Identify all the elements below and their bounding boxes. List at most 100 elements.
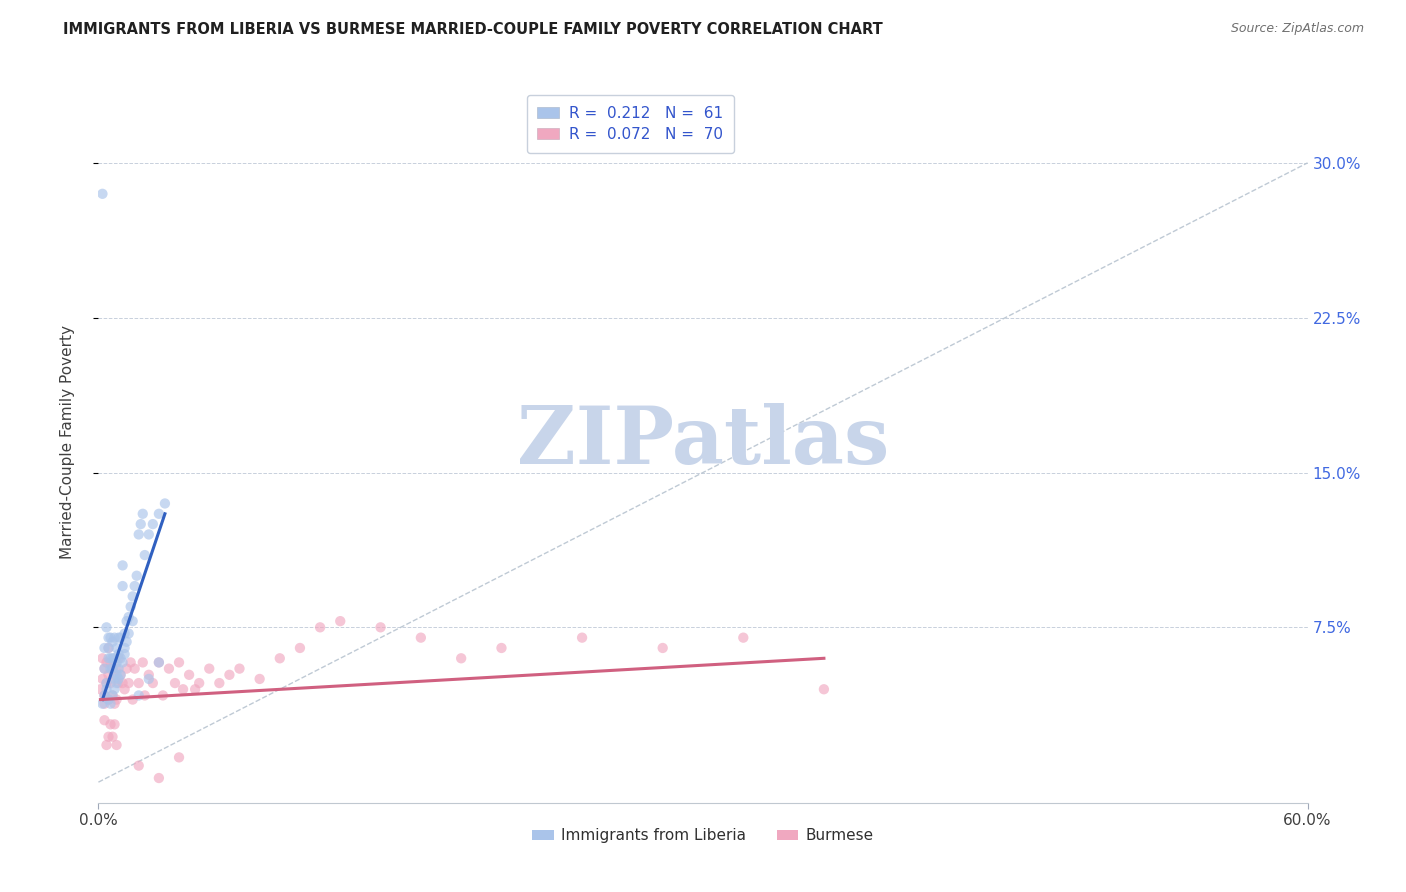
Point	[91, 697, 114, 711]
Point	[91, 651, 114, 665]
Point	[96, 656, 118, 670]
Text: IMMIGRANTS FROM LIBERIA VS BURMESE MARRIED-COUPLE FAMILY POVERTY CORRELATION CHA: IMMIGRANTS FROM LIBERIA VS BURMESE MARRI…	[63, 22, 883, 37]
Point	[111, 656, 134, 670]
Y-axis label: Married-Couple Family Poverty: Married-Couple Family Poverty	[60, 325, 75, 558]
Point	[107, 662, 129, 676]
Point	[103, 717, 125, 731]
Point	[269, 651, 291, 665]
Point	[101, 662, 124, 676]
Point	[107, 676, 129, 690]
Point	[142, 517, 165, 532]
Point	[97, 692, 120, 706]
Point	[370, 620, 392, 634]
Point	[125, 568, 148, 582]
Point	[153, 496, 176, 510]
Point	[651, 640, 673, 655]
Point	[105, 676, 128, 690]
Point	[97, 640, 120, 655]
Point	[148, 507, 170, 521]
Point	[100, 717, 122, 731]
Point	[309, 620, 332, 634]
Point	[101, 689, 124, 703]
Point	[103, 631, 125, 645]
Point	[114, 647, 136, 661]
Point	[813, 682, 835, 697]
Point	[93, 713, 115, 727]
Point	[152, 689, 174, 703]
Text: Source: ZipAtlas.com: Source: ZipAtlas.com	[1230, 22, 1364, 36]
Point	[89, 682, 111, 697]
Point	[111, 579, 134, 593]
Point	[105, 656, 128, 670]
Point	[100, 631, 122, 645]
Point	[96, 620, 118, 634]
Point	[120, 599, 142, 614]
Point	[100, 676, 122, 690]
Point	[114, 682, 136, 697]
Point	[91, 186, 114, 201]
Point	[100, 656, 122, 670]
Point	[110, 668, 132, 682]
Point	[111, 676, 134, 690]
Point	[101, 634, 124, 648]
Point	[97, 668, 120, 682]
Point	[101, 730, 124, 744]
Point	[121, 590, 143, 604]
Point	[132, 656, 155, 670]
Point	[208, 676, 231, 690]
Point	[120, 656, 142, 670]
Point	[100, 697, 122, 711]
Point	[110, 651, 132, 665]
Point	[97, 640, 120, 655]
Point	[96, 676, 118, 690]
Point	[198, 662, 221, 676]
Point	[163, 676, 186, 690]
Point	[138, 527, 160, 541]
Point	[179, 668, 201, 682]
Point	[172, 682, 194, 697]
Point	[167, 656, 190, 670]
Legend: Immigrants from Liberia, Burmese: Immigrants from Liberia, Burmese	[526, 822, 880, 849]
Point	[103, 672, 125, 686]
Point	[138, 672, 160, 686]
Point	[110, 668, 132, 682]
Point	[96, 738, 118, 752]
Point	[105, 668, 128, 682]
Point	[100, 651, 122, 665]
Point	[450, 651, 472, 665]
Point	[103, 697, 125, 711]
Point	[733, 631, 755, 645]
Point	[409, 631, 432, 645]
Point	[93, 697, 115, 711]
Point	[184, 682, 207, 697]
Point	[107, 647, 129, 661]
Point	[491, 640, 513, 655]
Point	[105, 662, 128, 676]
Point	[111, 558, 134, 573]
Point	[134, 689, 156, 703]
Point	[118, 610, 141, 624]
Point	[128, 758, 150, 772]
Point	[103, 682, 125, 697]
Point	[167, 750, 190, 764]
Point	[138, 668, 160, 682]
Point	[218, 668, 240, 682]
Point	[96, 682, 118, 697]
Point	[101, 689, 124, 703]
Point	[100, 662, 122, 676]
Point	[134, 548, 156, 562]
Point	[142, 676, 165, 690]
Point	[115, 614, 138, 628]
Point	[124, 662, 146, 676]
Point	[103, 668, 125, 682]
Point	[132, 507, 155, 521]
Point	[118, 676, 141, 690]
Text: ZIPatlas: ZIPatlas	[517, 402, 889, 481]
Point	[105, 738, 128, 752]
Point	[103, 651, 125, 665]
Point	[115, 662, 138, 676]
Point	[93, 662, 115, 676]
Point	[121, 692, 143, 706]
Point	[107, 651, 129, 665]
Point	[148, 771, 170, 785]
